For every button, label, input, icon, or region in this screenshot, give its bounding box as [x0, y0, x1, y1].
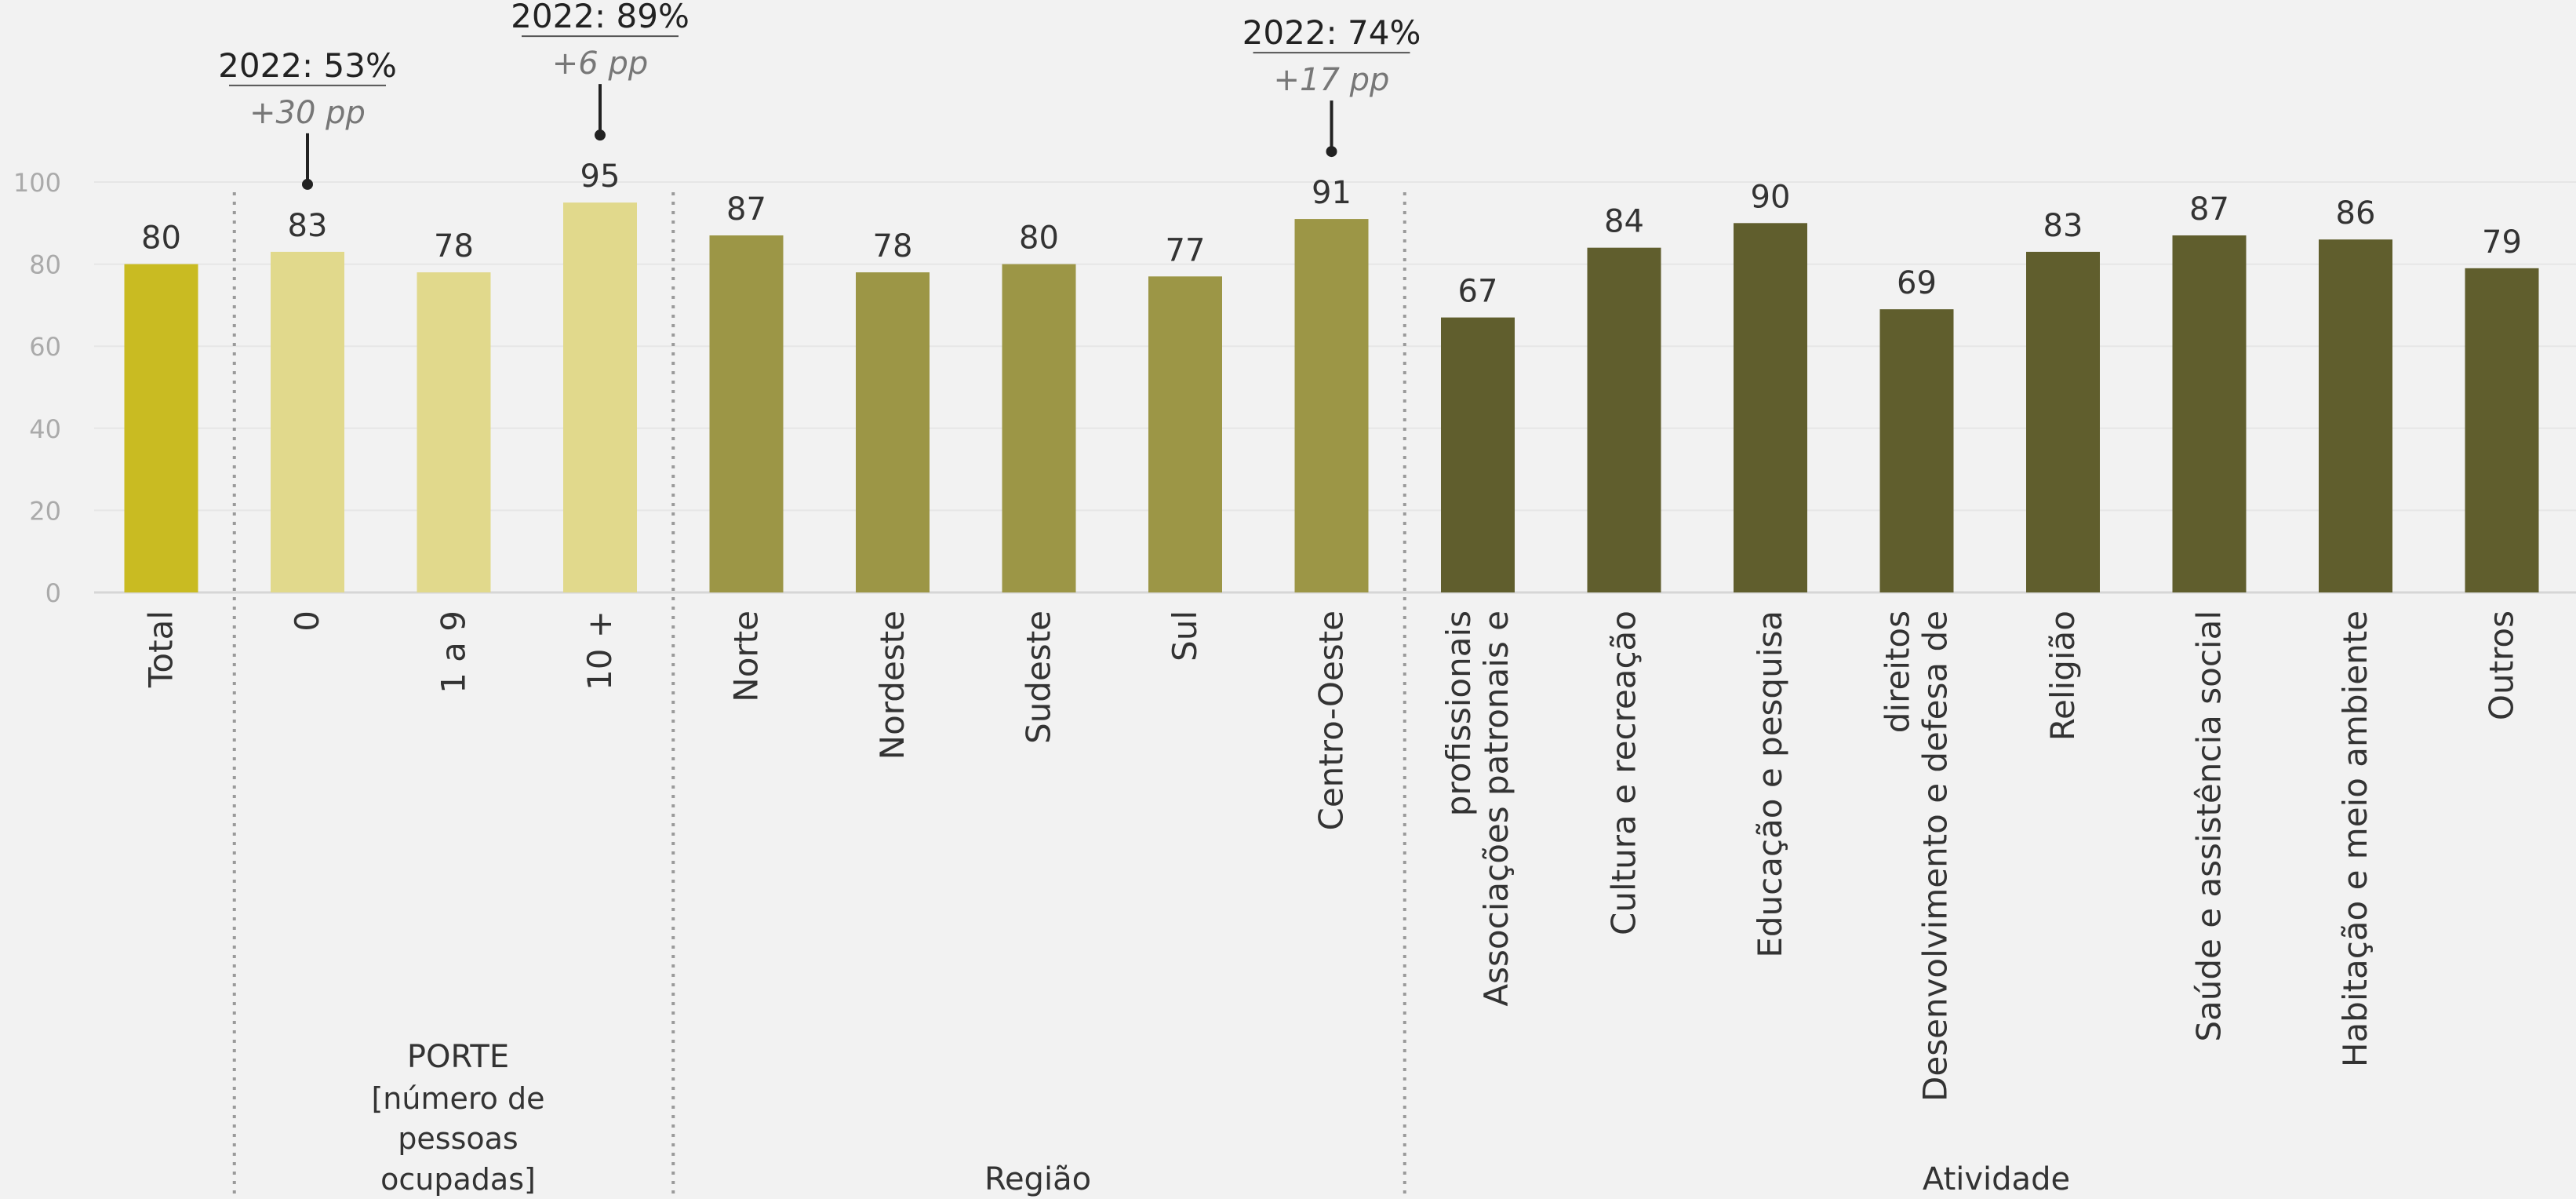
svg-text:+30 pp: +30 pp: [249, 95, 366, 131]
svg-text:Total: Total: [142, 610, 180, 688]
group-label-regiao: Região: [984, 1161, 1091, 1197]
svg-text:profissionais: profissionais: [1439, 610, 1478, 816]
bar-outros: [2465, 268, 2539, 592]
value-label-religiao: 83: [2043, 208, 2083, 244]
bar-10: [563, 202, 637, 592]
bars: [124, 202, 2539, 592]
value-label-saude-e-assistencia-social: 87: [2189, 191, 2229, 228]
group-sublabel-porte-3: ocupadas]: [380, 1162, 536, 1197]
value-label-outros: 79: [2482, 224, 2522, 261]
bar-0: [271, 251, 344, 592]
svg-text:Habitação e meio ambiente: Habitação e meio ambiente: [2336, 610, 2374, 1067]
bar-sul: [1148, 276, 1222, 592]
value-label-total: 80: [141, 220, 181, 257]
y-tick-label: 20: [29, 496, 61, 526]
group-label-atividade: Atividade: [1923, 1161, 2070, 1197]
y-tick-label: 80: [29, 250, 61, 280]
value-label-sul: 77: [1166, 232, 1206, 268]
bar-saude-e-assistencia-social: [2172, 235, 2247, 592]
category-label-centro-oeste: Centro-Oeste: [1312, 610, 1351, 831]
annotations: +30 pp 2022: 53% +6 pp 2022: 89% +17 pp 2022:…: [218, 0, 1421, 190]
bar-cultura-e-recreacao: [1587, 247, 1661, 592]
svg-text:Norte: Norte: [727, 610, 766, 702]
category-label-sul: Sul: [1166, 610, 1204, 661]
y-axis: 0 20 40 60 80 100: [13, 168, 61, 608]
value-label-1-a-9: 78: [434, 228, 474, 264]
bar-associacoes-patronais-e-profissionais: [1441, 317, 1515, 592]
svg-text:Saúde e assistência social: Saúde e assistência social: [2190, 610, 2229, 1042]
svg-text:2022: 74%: 2022: 74%: [1243, 13, 1421, 52]
svg-text:1 a 9: 1 a 9: [435, 610, 473, 694]
group-sublabel-porte-2: pessoas: [398, 1121, 518, 1156]
bar-desenvolvimento-e-defesa-de-direitos: [1879, 309, 1954, 592]
svg-text:2022: 89%: 2022: 89%: [511, 0, 689, 35]
value-label-10: 95: [580, 159, 620, 195]
bar-nordeste: [856, 272, 930, 592]
value-label-centro-oeste: 91: [1312, 175, 1352, 211]
category-label-nordeste: Nordeste: [873, 610, 911, 760]
category-label-1-a-9: 1 a 9: [435, 610, 473, 694]
category-label-10: 10 +: [580, 610, 619, 691]
bar-total: [124, 264, 198, 592]
bar-habitacao-e-meio-ambiente: [2319, 239, 2392, 592]
value-label-sudeste: 80: [1019, 220, 1059, 257]
svg-text:Religião: Religião: [2043, 610, 2082, 741]
svg-text:Sul: Sul: [1166, 610, 1204, 661]
svg-text:Desenvolvimento e defesa de: Desenvolvimento e defesa de: [1916, 610, 1955, 1102]
svg-text:direitos: direitos: [1879, 610, 1917, 733]
category-label-0: 0: [288, 610, 326, 632]
value-label-norte: 87: [726, 191, 766, 228]
svg-text:10 +: 10 +: [580, 610, 619, 691]
category-label-cultura-e-recreacao: Cultura e recreação: [1605, 610, 1643, 935]
category-label-religiao: Religião: [2043, 610, 2082, 741]
y-tick-label: 0: [45, 578, 61, 608]
value-label-habitacao-e-meio-ambiente: 86: [2336, 195, 2376, 231]
bar-norte: [709, 235, 784, 592]
y-tick-label: 40: [29, 414, 61, 444]
svg-text:2022: 53%: 2022: 53%: [218, 46, 397, 85]
bar-educacao-e-pesquisa: [1734, 223, 1807, 592]
group-label-porte: PORTE: [407, 1039, 509, 1075]
group-sublabel-porte-1: [número de: [371, 1081, 544, 1116]
bar-1-a-9: [417, 272, 491, 592]
category-label-habitacao-e-meio-ambiente: Habitação e meio ambiente: [2336, 610, 2374, 1067]
value-label-educacao-e-pesquisa: 90: [1751, 179, 1791, 215]
category-label-sudeste: Sudeste: [1020, 610, 1058, 744]
svg-text:Centro-Oeste: Centro-Oeste: [1312, 610, 1351, 831]
value-label-associacoes-patronais-e-profissionais: 67: [1458, 274, 1498, 310]
y-tick-label: 60: [29, 332, 61, 362]
category-label-outros: Outros: [2483, 610, 2521, 720]
svg-text:Nordeste: Nordeste: [873, 610, 911, 760]
annotation-centro-oeste: +17 pp 2022: 74%: [1243, 13, 1421, 158]
y-tick-label: 100: [13, 168, 61, 198]
category-label-total: Total: [142, 610, 180, 688]
group-labels: PORTE [número de pessoas ocupadas] Regiã…: [371, 1039, 2070, 1197]
svg-text:Educação e pesquisa: Educação e pesquisa: [1751, 610, 1789, 958]
value-label-desenvolvimento-e-defesa-de-direitos: 69: [1897, 265, 1937, 301]
value-labels: 80 83 78 95 87 78 80 77 91 67 84 90 69 83 87 86 79: [141, 159, 2522, 309]
value-label-0: 83: [288, 208, 328, 244]
bar-centro-oeste: [1294, 219, 1369, 592]
group-separators: [232, 192, 1406, 1199]
category-label-norte: Norte: [727, 610, 766, 702]
category-label-educacao-e-pesquisa: Educação e pesquisa: [1751, 610, 1789, 958]
category-labels: Total 0 1 a 9 10 + Norte Nordeste Sudeste Sul Ce…: [142, 610, 2521, 1102]
svg-text:+17 pp: +17 pp: [1274, 62, 1390, 98]
bar-sudeste: [1002, 264, 1076, 592]
bar-religiao: [2026, 251, 2100, 592]
category-label-saude-e-assistencia-social: Saúde e assistência social: [2190, 610, 2229, 1042]
svg-text:+6 pp: +6 pp: [552, 46, 648, 82]
svg-text:Outros: Outros: [2483, 610, 2521, 720]
svg-text:Associações patronais e: Associações patronais e: [1477, 610, 1515, 1007]
svg-text:Cultura e recreação: Cultura e recreação: [1605, 610, 1643, 935]
annotation-0: +30 pp 2022: 53%: [218, 46, 397, 190]
annotation-10: +6 pp 2022: 89%: [511, 0, 689, 141]
svg-text:Sudeste: Sudeste: [1020, 610, 1058, 744]
svg-text:0: 0: [288, 610, 326, 632]
value-label-nordeste: 78: [873, 228, 913, 264]
value-label-cultura-e-recreacao: 84: [1604, 204, 1644, 240]
